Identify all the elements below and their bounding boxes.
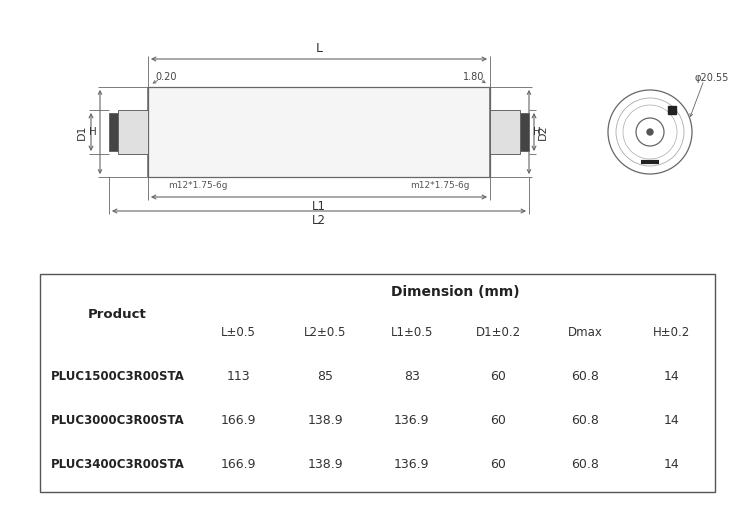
- Text: 14: 14: [664, 414, 680, 426]
- Text: m12*1.75-6g: m12*1.75-6g: [168, 181, 228, 189]
- Text: L2: L2: [312, 214, 326, 226]
- Text: 166.9: 166.9: [220, 414, 256, 426]
- Bar: [109, 113, 118, 151]
- Text: L1: L1: [312, 200, 326, 212]
- Text: 113: 113: [226, 370, 251, 382]
- Text: 0.20: 0.20: [155, 72, 177, 82]
- Text: PLUC3000C3R00STA: PLUC3000C3R00STA: [51, 414, 184, 426]
- Text: D1: D1: [77, 124, 87, 140]
- Text: L2±0.5: L2±0.5: [304, 326, 346, 338]
- Bar: [490, 110, 520, 154]
- Text: 1.80: 1.80: [464, 72, 484, 82]
- Bar: [668, 106, 676, 114]
- Text: 60: 60: [490, 458, 506, 471]
- Circle shape: [647, 129, 653, 135]
- Text: Product: Product: [88, 308, 147, 321]
- Text: H: H: [89, 127, 97, 137]
- Text: 136.9: 136.9: [394, 458, 430, 471]
- Text: 138.9: 138.9: [308, 458, 343, 471]
- Text: 85: 85: [317, 370, 333, 382]
- Text: L: L: [316, 42, 322, 55]
- Text: Dimension (mm): Dimension (mm): [391, 285, 519, 299]
- Bar: [118, 110, 148, 154]
- Text: 60: 60: [490, 414, 506, 426]
- Text: 14: 14: [664, 370, 680, 382]
- Text: 83: 83: [404, 370, 419, 382]
- Text: m12*1.75-6g: m12*1.75-6g: [410, 181, 470, 189]
- Text: 136.9: 136.9: [394, 414, 430, 426]
- Bar: [520, 113, 529, 151]
- Bar: [148, 87, 490, 177]
- Text: 14: 14: [664, 458, 680, 471]
- Text: Dmax: Dmax: [568, 326, 602, 338]
- Text: 60.8: 60.8: [571, 458, 599, 471]
- Text: 60.8: 60.8: [571, 414, 599, 426]
- Text: 138.9: 138.9: [308, 414, 343, 426]
- Text: PLUC1500C3R00STA: PLUC1500C3R00STA: [50, 370, 184, 382]
- Bar: [40, 274, 715, 492]
- Text: H: H: [533, 127, 541, 137]
- Text: D1±0.2: D1±0.2: [476, 326, 521, 338]
- Text: L±0.5: L±0.5: [221, 326, 256, 338]
- Text: PLUC3400C3R00STA: PLUC3400C3R00STA: [50, 458, 184, 471]
- Text: 60.8: 60.8: [571, 370, 599, 382]
- Text: 166.9: 166.9: [220, 458, 256, 471]
- Text: 60: 60: [490, 370, 506, 382]
- Text: φ20.55: φ20.55: [694, 73, 729, 83]
- Text: D2: D2: [538, 124, 548, 140]
- Text: L1±0.5: L1±0.5: [391, 326, 433, 338]
- Text: H±0.2: H±0.2: [653, 326, 690, 338]
